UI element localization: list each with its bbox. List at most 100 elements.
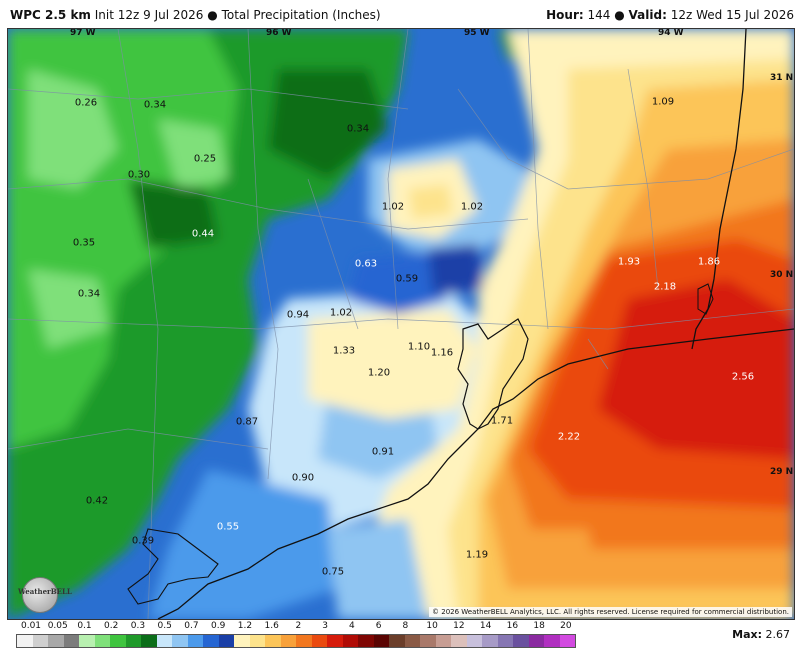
logo-text: WeatherBELL [18, 587, 72, 596]
legend-swatch [559, 635, 575, 647]
legend-label: 0.05 [47, 621, 68, 631]
legend-label: 4 [349, 621, 355, 631]
precip-value: 0.94 [286, 309, 310, 321]
max-number: 2.67 [765, 628, 791, 641]
legend-swatch [327, 635, 343, 647]
legend-label: 2 [295, 621, 302, 631]
valid-label: Valid: [628, 8, 667, 22]
legend-swatch [32, 635, 48, 647]
legend-swatch [218, 635, 234, 647]
precip-value: 1.16 [430, 347, 454, 359]
precip-value: 0.87 [235, 416, 259, 428]
legend-label: 16 [506, 621, 519, 631]
longitude-label: 94 W [658, 28, 684, 38]
legend-swatch [265, 635, 281, 647]
legend-swatch [544, 635, 560, 647]
precip-value: 0.63 [354, 258, 378, 270]
longitude-label: 96 W [266, 28, 292, 38]
precip-value: 1.93 [617, 256, 641, 268]
hour-label: Hour: [546, 8, 584, 22]
legend-swatch [234, 635, 250, 647]
legend-swatch [466, 635, 482, 647]
model-name: WPC 2.5 km [10, 8, 91, 22]
legend-swatch [296, 635, 312, 647]
precip-value: 1.10 [407, 341, 431, 353]
legend-color-bar [16, 634, 576, 648]
precip-value: 1.02 [381, 201, 405, 213]
precip-value: 0.59 [395, 273, 419, 285]
precip-value: 1.71 [490, 415, 514, 427]
legend-label: 18 [533, 621, 545, 631]
copyright-notice: © 2026 WeatherBELL Analytics, LLC. All r… [429, 607, 792, 617]
bullet-separator: ● [614, 8, 625, 22]
legend-swatch [110, 635, 126, 647]
legend-label: 0.1 [77, 621, 92, 631]
latitude-label: 30 N [770, 270, 794, 280]
precip-value: 1.09 [651, 96, 675, 108]
precip-value: 0.42 [85, 495, 109, 507]
legend-swatch [249, 635, 265, 647]
legend-label: 0.3 [130, 621, 146, 631]
legend-swatch [141, 635, 157, 647]
legend-swatch [172, 635, 188, 647]
legend-label: 1.6 [264, 621, 279, 631]
precip-value: 1.20 [367, 367, 391, 379]
precip-value: 0.34 [346, 123, 370, 135]
legend-swatch [48, 635, 64, 647]
precip-value: 1.86 [697, 256, 721, 268]
legend-swatch [389, 635, 405, 647]
init-time: Init 12z 9 Jul 2026 [94, 8, 204, 22]
precip-value: 1.02 [329, 307, 353, 319]
precip-value: 0.39 [131, 535, 155, 547]
valid-value: 12z Wed 15 Jul 2026 [670, 8, 794, 22]
longitude-label: 97 W [70, 28, 96, 38]
longitude-label: 95 W [464, 28, 490, 38]
legend-swatch [497, 635, 513, 647]
latitude-label: 29 N [770, 467, 794, 477]
legend-swatch [63, 635, 79, 647]
legend-swatch [404, 635, 420, 647]
legend-swatch [311, 635, 327, 647]
precip-value: 0.44 [191, 228, 215, 240]
legend-swatch [280, 635, 296, 647]
precip-value: 0.35 [72, 237, 96, 249]
valid-info: Hour: 144 ● Valid: 12z Wed 15 Jul 2026 [546, 8, 794, 22]
legend-swatch [79, 635, 95, 647]
legend-swatch [17, 635, 33, 647]
weatherbell-logo: WeatherBELL [18, 577, 74, 617]
precip-value: 0.25 [193, 153, 217, 165]
legend-swatch [203, 635, 219, 647]
legend-swatch [358, 635, 374, 647]
precip-value: 0.90 [291, 472, 315, 484]
legend-label: 0.7 [184, 621, 199, 631]
legend-swatch [125, 635, 141, 647]
legend-label: 1.2 [237, 621, 253, 631]
precip-value: 0.26 [74, 97, 98, 109]
hour-value: 144 [587, 8, 611, 22]
precip-value: 0.91 [371, 446, 395, 458]
precipitation-map[interactable]: 97 W 96 W 95 W 94 W 31 N 30 N 29 N 0.26 … [7, 28, 795, 620]
legend-swatch [528, 635, 544, 647]
bullet-separator: ● [207, 8, 218, 22]
legend-label: 14 [479, 621, 492, 631]
legend-swatch [187, 635, 203, 647]
precip-value: 0.75 [321, 566, 345, 578]
legend-label: 0.5 [157, 621, 172, 631]
precip-shading [8, 29, 794, 619]
latitude-label: 31 N [770, 73, 794, 83]
legend-swatch [482, 635, 498, 647]
field-name: Total Precipitation (Inches) [221, 8, 381, 22]
precip-value: 1.33 [332, 345, 356, 357]
legend-swatch [342, 635, 358, 647]
legend-label: 10 [426, 621, 438, 631]
map-header: WPC 2.5 km Init 12z 9 Jul 2026 ● Total P… [0, 0, 800, 28]
map-title: WPC 2.5 km Init 12z 9 Jul 2026 ● Total P… [10, 8, 381, 22]
legend-swatch [451, 635, 467, 647]
legend-label: 6 [375, 621, 382, 631]
legend-label: 8 [402, 621, 409, 631]
precip-value: 2.22 [557, 431, 581, 443]
legend-swatch [420, 635, 436, 647]
precip-value: 0.30 [127, 169, 151, 181]
globe-icon [22, 577, 58, 613]
legend-label: 3 [322, 621, 329, 631]
